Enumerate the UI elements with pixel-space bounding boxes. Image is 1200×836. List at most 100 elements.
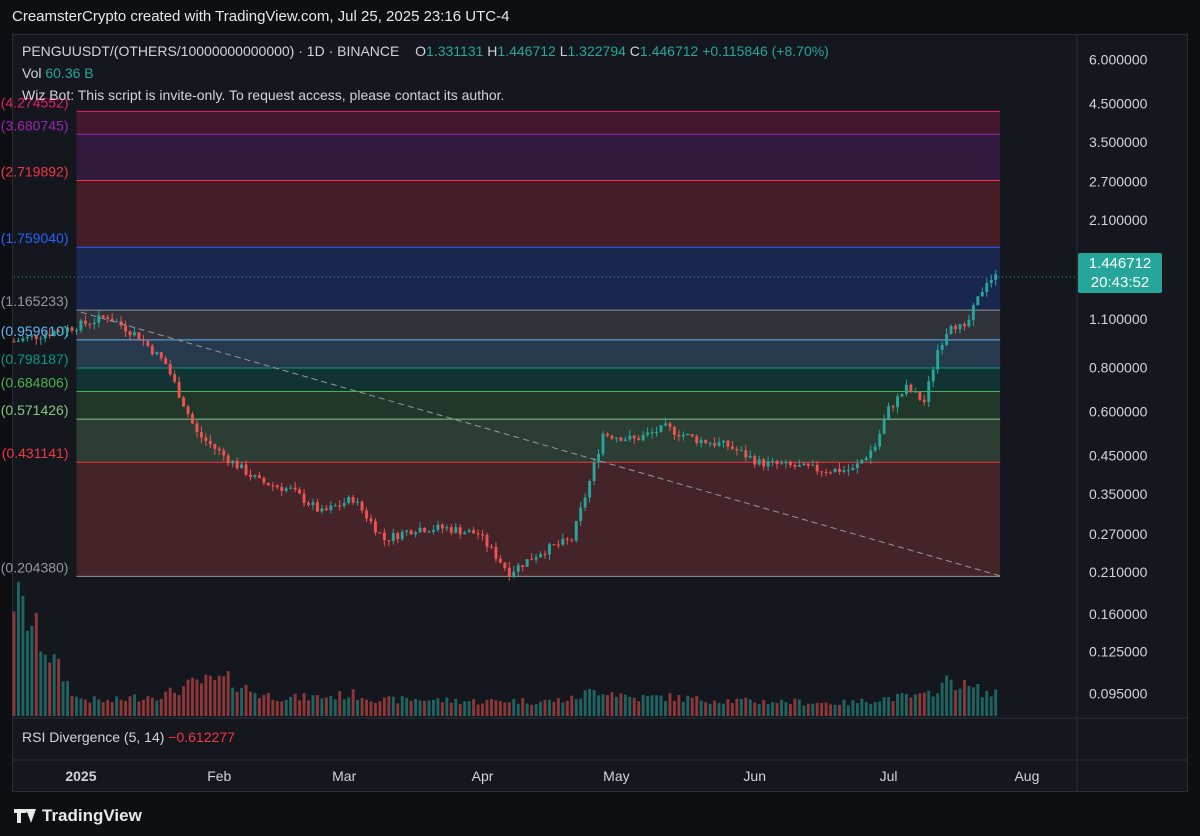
volume-bar — [307, 700, 310, 716]
candle-body — [659, 425, 663, 433]
rsi-label: RSI Divergence (5, 14) — [22, 729, 165, 745]
volume-bar — [400, 696, 404, 716]
x-tick-label: 2025 — [65, 768, 96, 784]
volume-bar — [182, 686, 186, 716]
candle-body — [333, 505, 337, 507]
volume-bar — [976, 683, 980, 716]
candle-body — [298, 489, 302, 494]
candle-body — [83, 320, 87, 324]
candle-body — [490, 546, 493, 548]
close-value: 1.446712 — [639, 43, 699, 59]
volume-bar — [878, 701, 882, 716]
symbol-name: PENGUUSDT/(OTHERS/10000000000000) · 1D ·… — [22, 43, 400, 59]
candle-body — [21, 338, 25, 341]
candle-body — [159, 352, 163, 359]
candle-body — [195, 423, 199, 433]
candle-body — [481, 534, 484, 536]
candle-body — [253, 475, 257, 477]
volume-bar — [302, 693, 306, 716]
volume-bar — [168, 687, 172, 716]
volume-bar — [846, 705, 850, 716]
candle-body — [503, 562, 507, 568]
volume-bar — [159, 698, 163, 716]
candle-body — [30, 335, 34, 337]
volume-bar — [284, 699, 288, 716]
candle-body — [34, 335, 38, 339]
tradingview-logo[interactable]: TradingView — [14, 806, 142, 826]
candle-body — [141, 339, 145, 341]
volume-bar — [735, 698, 739, 716]
candle-body — [971, 305, 975, 320]
candle-body — [79, 320, 83, 331]
y-tick-label: 0.350000 — [1089, 486, 1148, 502]
volume-bar — [900, 693, 904, 716]
candle-body — [695, 436, 699, 444]
volume-bar — [52, 654, 56, 716]
candle-body — [405, 530, 409, 532]
candle-body — [855, 463, 859, 468]
fib-level-label: 3.618 (3.680745) — [0, 117, 68, 133]
volume-bar — [967, 685, 971, 716]
volume-bar — [949, 679, 953, 716]
volume-bar — [771, 702, 775, 716]
volume-bar — [548, 699, 551, 716]
candle-body — [494, 546, 498, 559]
volume-bar — [271, 699, 275, 716]
volume-bar — [668, 693, 672, 716]
volume-bar — [467, 701, 471, 716]
volume-bar — [896, 693, 899, 716]
volume-bar — [146, 696, 150, 716]
candle-body — [543, 554, 547, 556]
candle-body — [753, 456, 757, 465]
candle-body — [97, 315, 101, 323]
volume-bar — [208, 675, 212, 716]
candle-body — [414, 532, 418, 535]
candle-body — [936, 350, 940, 370]
candle-body — [88, 323, 92, 325]
candle-body — [601, 433, 605, 454]
volume-bar — [133, 694, 136, 716]
volume-bar — [748, 699, 752, 716]
candle-body — [115, 321, 119, 323]
candle-body — [887, 406, 891, 421]
volume-bar — [672, 700, 676, 716]
volume-bar — [855, 703, 859, 716]
volume-value: 60.36 B — [45, 65, 94, 81]
volume-bar — [690, 697, 694, 716]
volume-bar — [235, 691, 239, 716]
volume-bar — [315, 694, 319, 716]
candle-body — [655, 432, 659, 434]
volume-bar — [110, 701, 114, 716]
candle-body — [722, 440, 725, 443]
candle-body — [699, 439, 703, 444]
y-tick-label: 1.100000 — [1089, 311, 1148, 327]
candle-body — [690, 434, 694, 437]
volume-bar — [458, 704, 462, 716]
volume-bar — [570, 695, 574, 716]
candle-body — [315, 502, 319, 512]
volume-bar — [806, 703, 810, 716]
volume-bar — [971, 687, 975, 716]
volume-bar — [240, 687, 244, 716]
candle-body — [360, 501, 364, 511]
tradingview-brand: TradingView — [42, 806, 142, 825]
candle-body — [784, 461, 788, 464]
volume-bar — [356, 699, 360, 716]
volume-bar — [311, 695, 315, 716]
volume-bar — [427, 700, 431, 716]
candle-body — [610, 435, 614, 439]
x-tick-label: Feb — [207, 768, 231, 784]
y-tick-label: 0.095000 — [1089, 685, 1148, 701]
candle-body — [423, 527, 426, 533]
volume-bar — [851, 700, 855, 716]
volume-bar — [39, 651, 43, 716]
volume-bar — [405, 697, 409, 716]
candle-body — [954, 325, 957, 330]
candle-body — [208, 440, 212, 445]
volume-bar — [619, 693, 623, 716]
x-tick-label: Aug — [1014, 768, 1039, 784]
candle-body — [137, 332, 141, 340]
y-tick-label: 0.270000 — [1089, 526, 1148, 542]
candle-body — [400, 531, 404, 540]
